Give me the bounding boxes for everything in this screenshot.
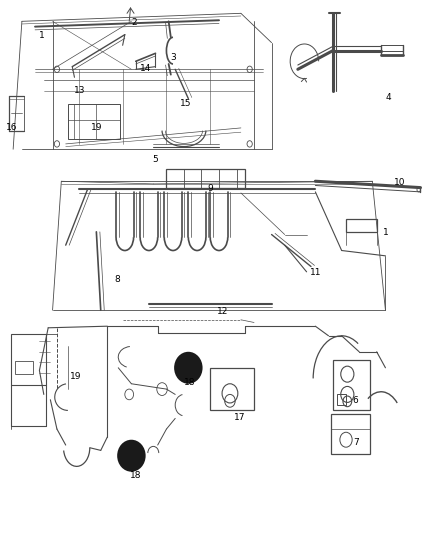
Text: 18: 18 — [130, 471, 141, 480]
Bar — [15, 361, 33, 374]
Text: 2: 2 — [132, 19, 137, 27]
Text: 7: 7 — [353, 438, 359, 447]
Bar — [68, 104, 120, 139]
Text: 5: 5 — [152, 156, 159, 164]
Text: 17: 17 — [234, 414, 246, 422]
Text: 1: 1 — [383, 229, 389, 237]
Text: 19: 19 — [91, 124, 102, 132]
Text: 4: 4 — [386, 93, 391, 101]
Ellipse shape — [117, 440, 145, 472]
Text: 13: 13 — [74, 86, 86, 94]
Bar — [346, 219, 377, 232]
Text: 19: 19 — [70, 373, 81, 381]
Text: 18: 18 — [184, 378, 195, 386]
Bar — [166, 169, 245, 188]
Text: 8: 8 — [114, 275, 120, 284]
Text: 15: 15 — [180, 99, 192, 108]
Bar — [331, 414, 370, 454]
Bar — [337, 394, 346, 405]
Bar — [11, 334, 46, 385]
Bar — [210, 368, 254, 410]
Ellipse shape — [174, 352, 203, 384]
Text: 6: 6 — [353, 397, 359, 405]
Text: 16: 16 — [6, 124, 18, 132]
Text: 1: 1 — [39, 31, 45, 39]
Text: 11: 11 — [310, 269, 321, 277]
Text: 10: 10 — [394, 178, 405, 187]
Text: 9: 9 — [207, 184, 213, 192]
Text: 3: 3 — [170, 53, 176, 61]
Bar — [333, 360, 370, 410]
Text: 12: 12 — [217, 307, 228, 316]
Text: 14: 14 — [140, 64, 152, 73]
